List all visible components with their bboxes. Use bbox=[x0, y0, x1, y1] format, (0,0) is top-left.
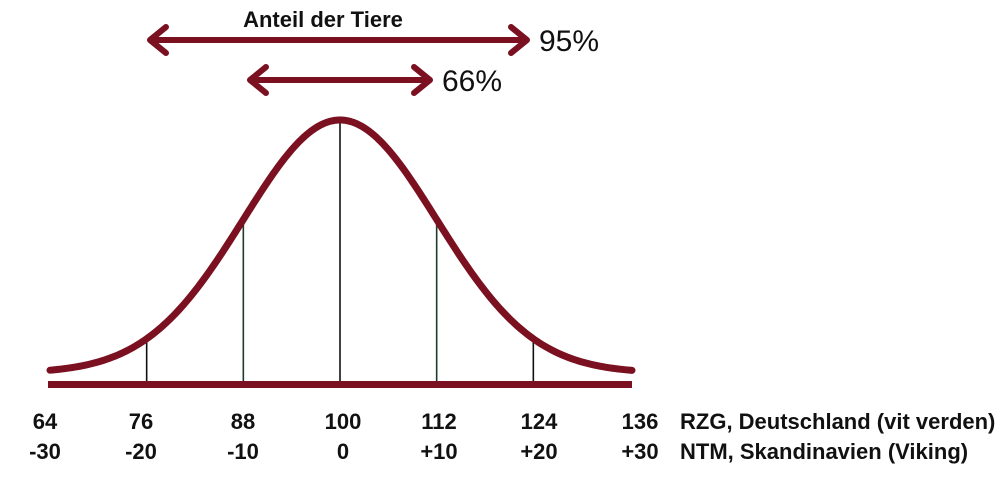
tick-label: 124 bbox=[521, 409, 558, 434]
tick-label: -20 bbox=[125, 439, 157, 464]
range-arrows: 95% 66% bbox=[147, 24, 599, 98]
tick-label: -10 bbox=[227, 439, 259, 464]
tick-labels: 64 76 88 100 112 124 136 RZG, Deutschland (vit … bbox=[29, 409, 995, 464]
chart-title: Anteil der Tiere bbox=[243, 7, 403, 32]
scale-name: NTM, Skandinavien (Viking) bbox=[680, 439, 968, 464]
bell-curve bbox=[46, 116, 636, 374]
vertical-markers bbox=[145, 122, 535, 383]
baseline-layer bbox=[48, 381, 632, 388]
arrow-head-left bbox=[247, 64, 269, 96]
scale-name: RZG, Deutschland (vit verden) bbox=[680, 409, 995, 434]
arrow-head-right bbox=[411, 64, 433, 96]
tick-label: +20 bbox=[520, 439, 557, 464]
tick-label: 112 bbox=[421, 409, 457, 434]
tick-label: -30 bbox=[29, 439, 61, 464]
tick-label: 100 bbox=[325, 409, 362, 434]
range-label-66pct: 66% bbox=[442, 65, 502, 98]
range-label-95pct: 95% bbox=[539, 25, 599, 58]
range-arrow-66pct: 66% bbox=[247, 64, 502, 98]
baseline-bar bbox=[48, 381, 632, 388]
tick-label: 136 bbox=[622, 409, 659, 434]
tick-label: 0 bbox=[337, 439, 349, 464]
tick-label: 88 bbox=[231, 409, 255, 434]
range-arrow-95pct: 95% bbox=[147, 24, 599, 58]
arrow-head-left bbox=[147, 24, 169, 56]
arrow-head-right bbox=[508, 24, 530, 56]
tick-label: 64 bbox=[33, 409, 58, 434]
tick-label: +30 bbox=[621, 439, 658, 464]
tick-label: +10 bbox=[420, 439, 457, 464]
curve-layer bbox=[46, 116, 636, 374]
tick-label: 76 bbox=[129, 409, 153, 434]
